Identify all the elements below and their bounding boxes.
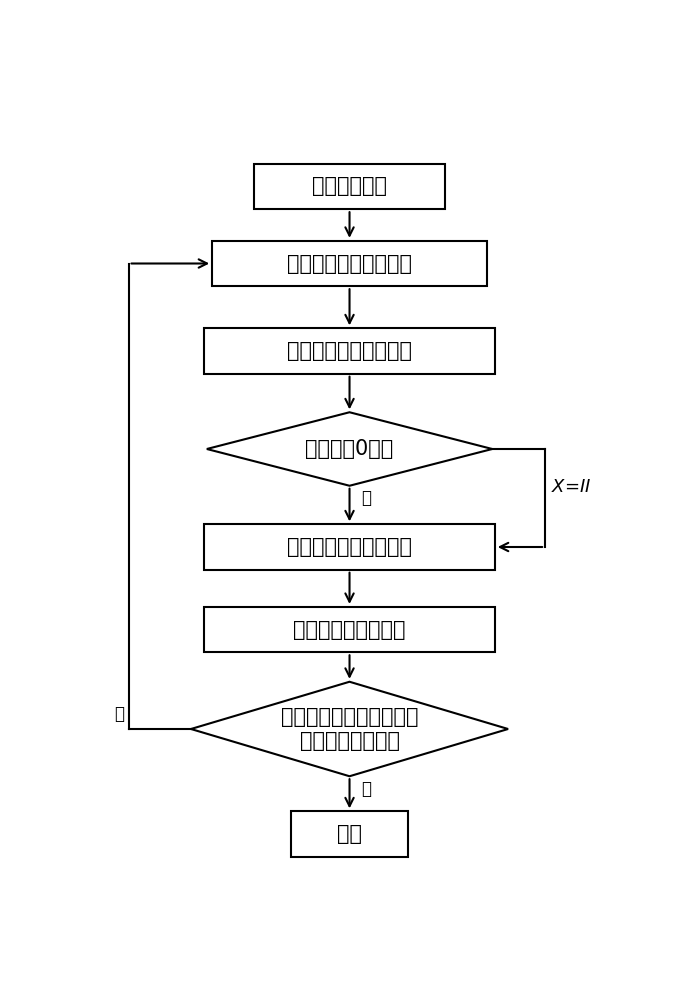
Text: 结束: 结束 bbox=[337, 824, 362, 844]
Text: 实时运行修正量确定: 实时运行修正量确定 bbox=[293, 620, 406, 640]
Text: 日前出力计划: 日前出力计划 bbox=[312, 176, 387, 196]
Text: 是否为全0矩阵: 是否为全0矩阵 bbox=[306, 439, 394, 459]
Polygon shape bbox=[207, 412, 492, 486]
FancyBboxPatch shape bbox=[291, 811, 408, 857]
FancyBboxPatch shape bbox=[204, 524, 495, 570]
FancyBboxPatch shape bbox=[254, 164, 445, 209]
Text: 实时运行修正系数确定: 实时运行修正系数确定 bbox=[287, 537, 412, 557]
FancyBboxPatch shape bbox=[204, 607, 495, 652]
Text: 设备修正状态矩阵确定: 设备修正状态矩阵确定 bbox=[287, 341, 412, 361]
Polygon shape bbox=[191, 682, 508, 776]
Text: $X$=II: $X$=II bbox=[552, 479, 592, 496]
Text: 否: 否 bbox=[361, 489, 371, 507]
FancyBboxPatch shape bbox=[212, 241, 487, 286]
Text: 理论修正量和实际修正量
之间是否存在缺额: 理论修正量和实际修正量 之间是否存在缺额 bbox=[281, 707, 418, 751]
Text: 实时最大可调功率确定: 实时最大可调功率确定 bbox=[287, 253, 412, 273]
Text: 是: 是 bbox=[115, 705, 124, 723]
FancyBboxPatch shape bbox=[204, 328, 495, 374]
Text: 否: 否 bbox=[361, 780, 371, 798]
